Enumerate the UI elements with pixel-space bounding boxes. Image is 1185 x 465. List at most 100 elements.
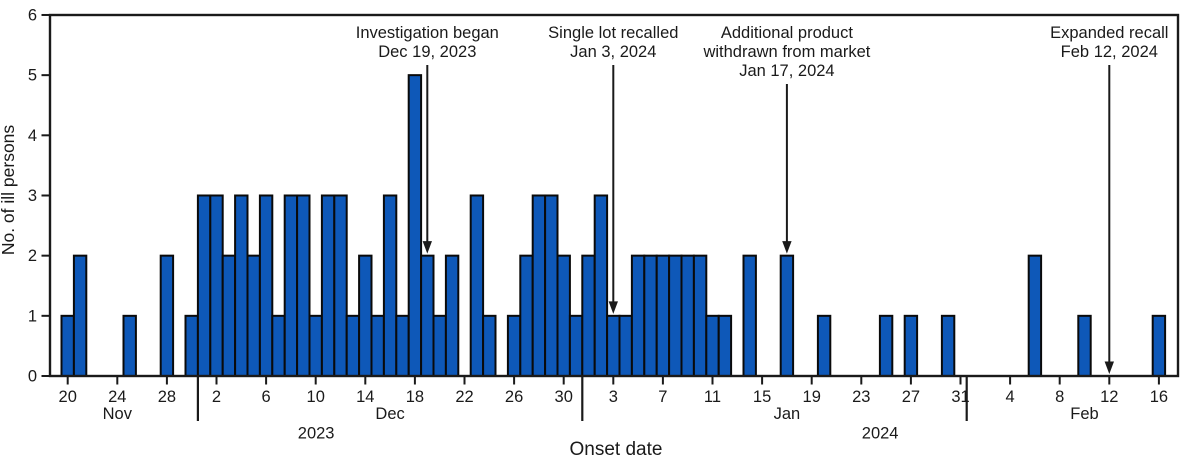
bar-Dec-21 xyxy=(444,254,460,377)
bar-Dec-12 xyxy=(333,194,348,377)
y-tick-label: 4 xyxy=(28,127,37,145)
bar-Jan-10 xyxy=(692,254,708,377)
bar-Dec-19 xyxy=(420,254,435,377)
bar-Dec-20 xyxy=(432,314,447,377)
bar-Dec-17 xyxy=(395,314,410,377)
bar-Dec-28 xyxy=(531,194,547,377)
month-label-Dec: Dec xyxy=(375,405,404,423)
y-tick-label: 6 xyxy=(28,6,37,24)
month-label-Jan: Jan xyxy=(774,405,801,423)
bar-Dec-6 xyxy=(258,194,274,377)
bar-Dec-7 xyxy=(271,314,286,377)
x-tick-label: 3 xyxy=(609,388,618,406)
x-tick-label: 30 xyxy=(555,388,573,406)
x-tick-label: 16 xyxy=(1150,388,1168,406)
bar-Feb-6 xyxy=(1027,254,1043,377)
y-tick-label: 1 xyxy=(28,307,37,325)
bar-Dec-29 xyxy=(544,194,559,377)
bar-Feb-16 xyxy=(1151,314,1167,377)
bar-Jan-11 xyxy=(705,314,720,377)
y-tick-label: 0 xyxy=(28,368,37,386)
bar-Jan-1 xyxy=(581,254,596,377)
year-label-2023: 2023 xyxy=(298,425,335,443)
bar-Dec-10 xyxy=(308,314,323,377)
x-tick-label: 15 xyxy=(753,388,771,406)
bar-Jan-17 xyxy=(779,254,795,377)
bar-Dec-18 xyxy=(407,74,423,378)
bar-Jan-12 xyxy=(717,314,733,377)
bar-Dec-1 xyxy=(196,194,212,377)
annotation-text-additional-product: Additional product xyxy=(721,24,854,42)
annotation-text-additional-product: Jan 17, 2024 xyxy=(739,62,834,80)
bar-Jan-4 xyxy=(618,314,633,377)
annotation-text-single-lot-recalled: Single lot recalled xyxy=(548,24,678,42)
bar-Jan-6 xyxy=(643,254,658,377)
annotation-text-investigation-began: Investigation began xyxy=(356,24,499,42)
bar-Dec-31 xyxy=(568,314,584,377)
x-tick-label: 8 xyxy=(1055,388,1064,406)
x-tick-label: 24 xyxy=(108,388,126,406)
x-tick-label: 6 xyxy=(262,388,271,406)
bar-Dec-23 xyxy=(469,194,485,377)
bar-Dec-4 xyxy=(234,194,249,377)
x-tick-label: 31 xyxy=(951,388,969,406)
bar-Dec-14 xyxy=(358,254,373,377)
bar-Dec-2 xyxy=(209,194,224,377)
x-tick-label: 27 xyxy=(902,388,920,406)
x-tick-label: 28 xyxy=(158,388,176,406)
x-tick-label: 26 xyxy=(505,388,523,406)
bar-Dec-11 xyxy=(320,194,336,377)
bar-Dec-26 xyxy=(506,314,522,377)
x-tick-label: 19 xyxy=(803,388,821,406)
bar-Nov-30 xyxy=(184,314,199,377)
annotation-text-expanded-recall: Expanded recall xyxy=(1050,24,1168,42)
x-tick-label: 10 xyxy=(307,388,325,406)
month-label-Nov: Nov xyxy=(103,405,133,423)
bar-Jan-3 xyxy=(606,314,621,377)
bar-Dec-24 xyxy=(482,314,497,377)
bar-Jan-5 xyxy=(630,254,646,377)
x-tick-label: 22 xyxy=(455,388,473,406)
bar-Dec-27 xyxy=(519,254,534,377)
x-tick-label: 7 xyxy=(658,388,667,406)
x-tick-label: 20 xyxy=(59,388,77,406)
bar-Jan-25 xyxy=(878,314,894,377)
annotation-arrowhead-expanded-recall xyxy=(1104,361,1114,374)
bar-Nov-21 xyxy=(72,254,88,377)
x-tick-label: 14 xyxy=(356,388,374,406)
bar-Dec-3 xyxy=(221,254,237,377)
annotation-text-single-lot-recalled: Jan 3, 2024 xyxy=(570,43,656,61)
bar-Jan-7 xyxy=(655,254,671,377)
x-tick-label: 12 xyxy=(1100,388,1118,406)
bar-Dec-13 xyxy=(345,314,361,377)
bar-Jan-30 xyxy=(940,314,956,377)
bar-Nov-28 xyxy=(159,254,175,377)
bar-Dec-9 xyxy=(296,194,311,377)
bar-Dec-30 xyxy=(556,254,571,377)
x-tick-label: 2 xyxy=(212,388,221,406)
x-tick-label: 18 xyxy=(406,388,424,406)
annotation-arrowhead-investigation-began xyxy=(422,241,432,254)
bar-Jan-8 xyxy=(668,254,683,377)
y-tick-label: 5 xyxy=(28,67,37,85)
bar-Dec-5 xyxy=(246,254,261,377)
bar-Nov-20 xyxy=(60,314,75,377)
x-tick-label: 23 xyxy=(852,388,870,406)
y-axis-title: No. of ill persons xyxy=(0,125,18,256)
y-tick-label: 3 xyxy=(28,187,37,205)
x-tick-label: 4 xyxy=(1006,388,1015,406)
bar-Jan-2 xyxy=(593,194,609,377)
annotation-arrowhead-single-lot-recalled xyxy=(608,301,618,314)
bar-Feb-10 xyxy=(1077,314,1092,377)
year-label-2024: 2024 xyxy=(862,425,899,443)
annotation-text-investigation-began: Dec 19, 2023 xyxy=(378,43,476,61)
bar-Dec-8 xyxy=(283,194,299,377)
bar-Jan-9 xyxy=(680,254,695,377)
bar-Jan-14 xyxy=(742,254,757,377)
annotation-arrowhead-additional-product xyxy=(782,241,792,254)
bar-Dec-15 xyxy=(370,314,385,377)
bar-Jan-27 xyxy=(903,314,919,377)
month-label-Feb: Feb xyxy=(1070,405,1098,423)
